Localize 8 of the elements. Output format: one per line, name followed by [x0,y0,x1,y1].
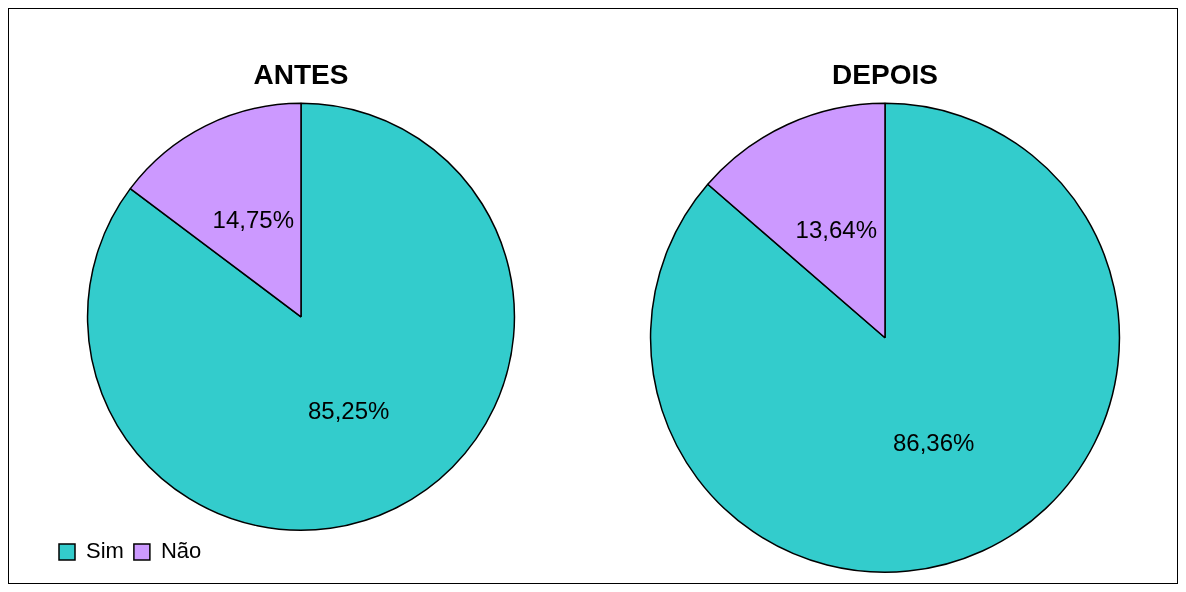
data-label: 86,36% [893,429,975,457]
data-label: 13,64% [795,215,877,243]
legend-label: Não [160,538,202,564]
chart-title: DEPOIS [832,58,938,90]
data-label: 85,25% [308,396,390,424]
data-label: 14,75% [212,205,294,233]
chart-title: ANTES [253,58,349,90]
legend-label: Sim [86,538,124,564]
